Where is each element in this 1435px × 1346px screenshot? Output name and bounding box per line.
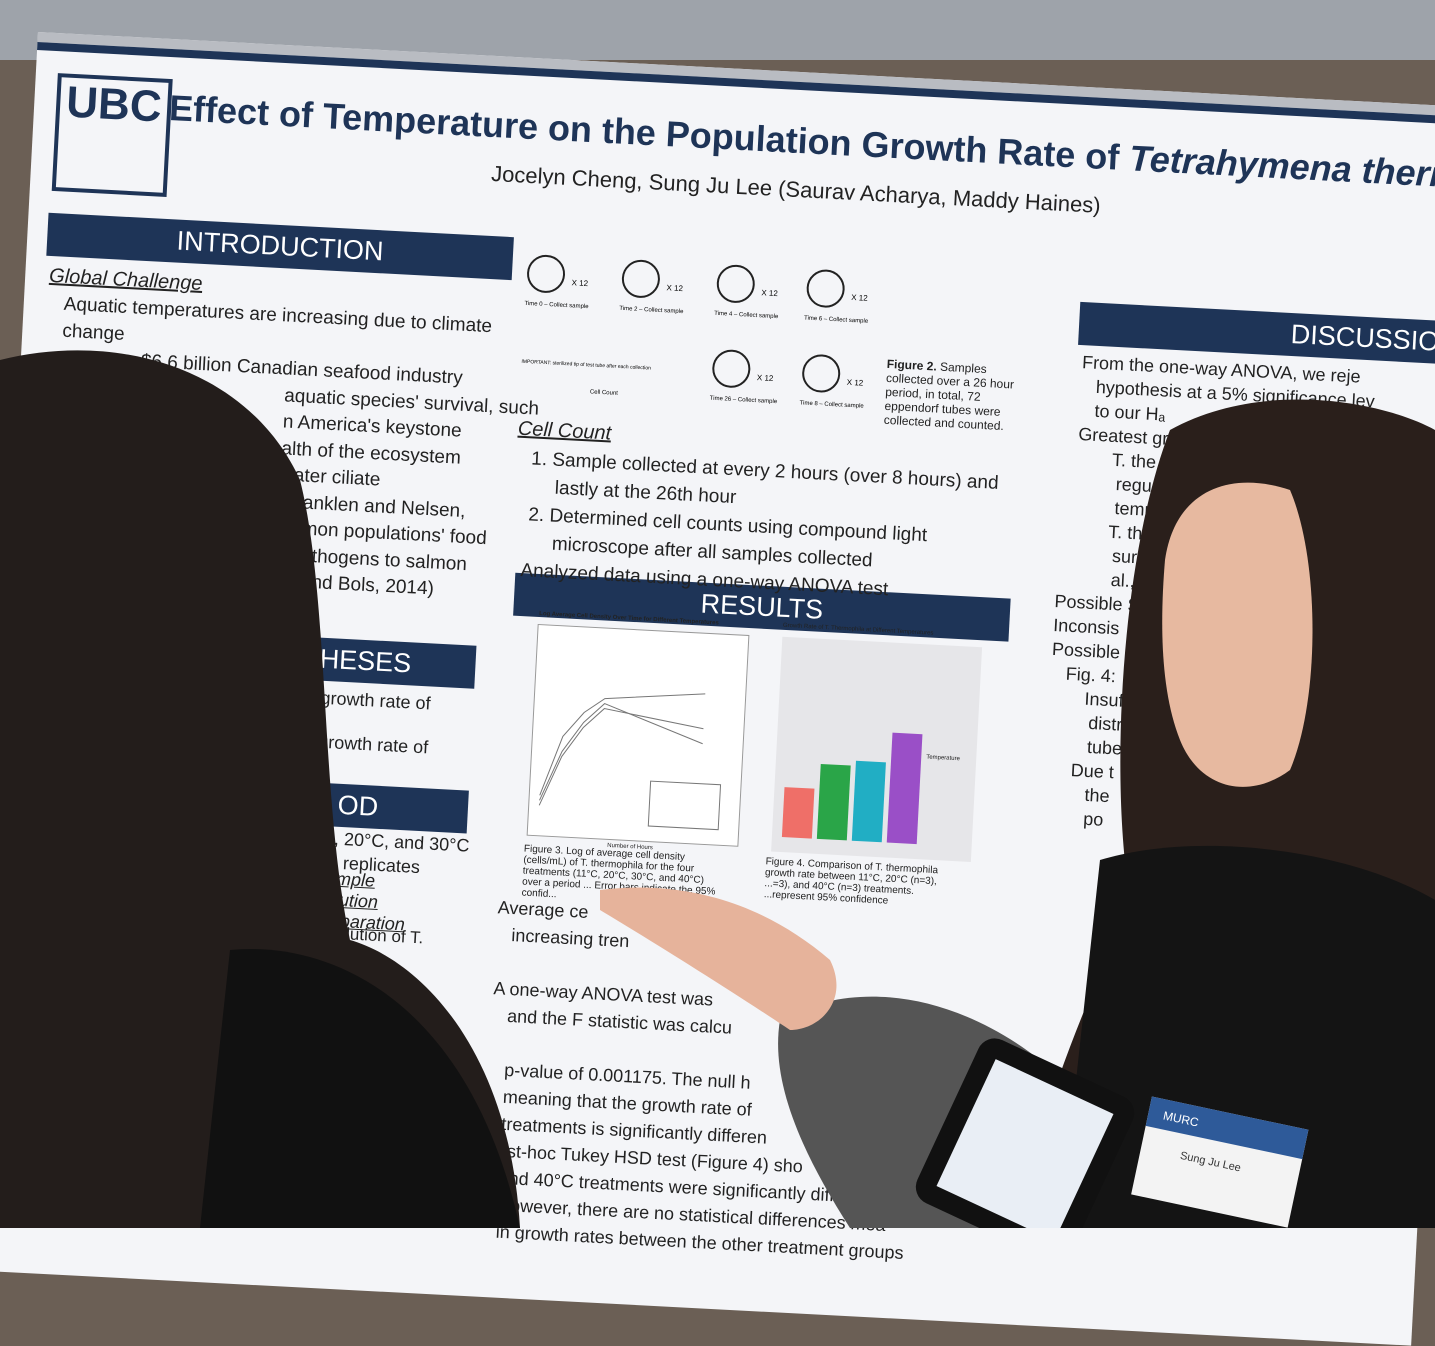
figure-3: Log Average Cell Density Over Time for D… (526, 611, 750, 851)
clock (621, 259, 660, 298)
step-label: Time 6 – Collect sample (804, 315, 869, 324)
badge: MURC Sung Ju Lee (1131, 1096, 1309, 1228)
tube-label: X 12 (757, 373, 774, 383)
clock (527, 254, 566, 293)
tube-label: X 12 (847, 378, 864, 388)
fig3-lines (538, 693, 722, 831)
step-label: Time 26 – Collect sample (710, 396, 778, 406)
step-label: Cell Count (590, 389, 619, 396)
fig4-bars (781, 732, 923, 845)
tube-label: X 12 (851, 293, 868, 303)
hand (600, 887, 837, 1030)
clock (712, 349, 751, 388)
clock (806, 269, 845, 308)
clock (802, 354, 841, 393)
tube-label: X 12 (571, 278, 588, 288)
figure-2: X 12 Time 0 – Collect sample X 12 Time 2 – … (520, 243, 907, 413)
step-label: Time 0 – Collect sample (524, 301, 589, 310)
timeline: X 12 Time 0 – Collect sample X 12 Time 2 – … (521, 254, 869, 410)
badge-band (1145, 1096, 1309, 1160)
tube-label: X 12 (761, 288, 778, 298)
left-person-shoulder (200, 948, 520, 1228)
poster: UBC Effect of Temperature on the Populat… (0, 32, 1435, 1346)
face (1162, 482, 1313, 787)
step-label: Time 4 – Collect sample (714, 311, 779, 320)
step-label: Time 2 – Collect sample (619, 306, 684, 315)
figure-4: Growth Rate of T. Thermophila at Differe… (771, 623, 983, 862)
people: MURC Sung Ju Lee (0, 350, 1435, 1228)
tube-label: X 12 (666, 283, 683, 293)
step-label: Time 8 – Collect sample (799, 400, 864, 409)
phone-screen (936, 1059, 1114, 1228)
clock (716, 264, 755, 303)
